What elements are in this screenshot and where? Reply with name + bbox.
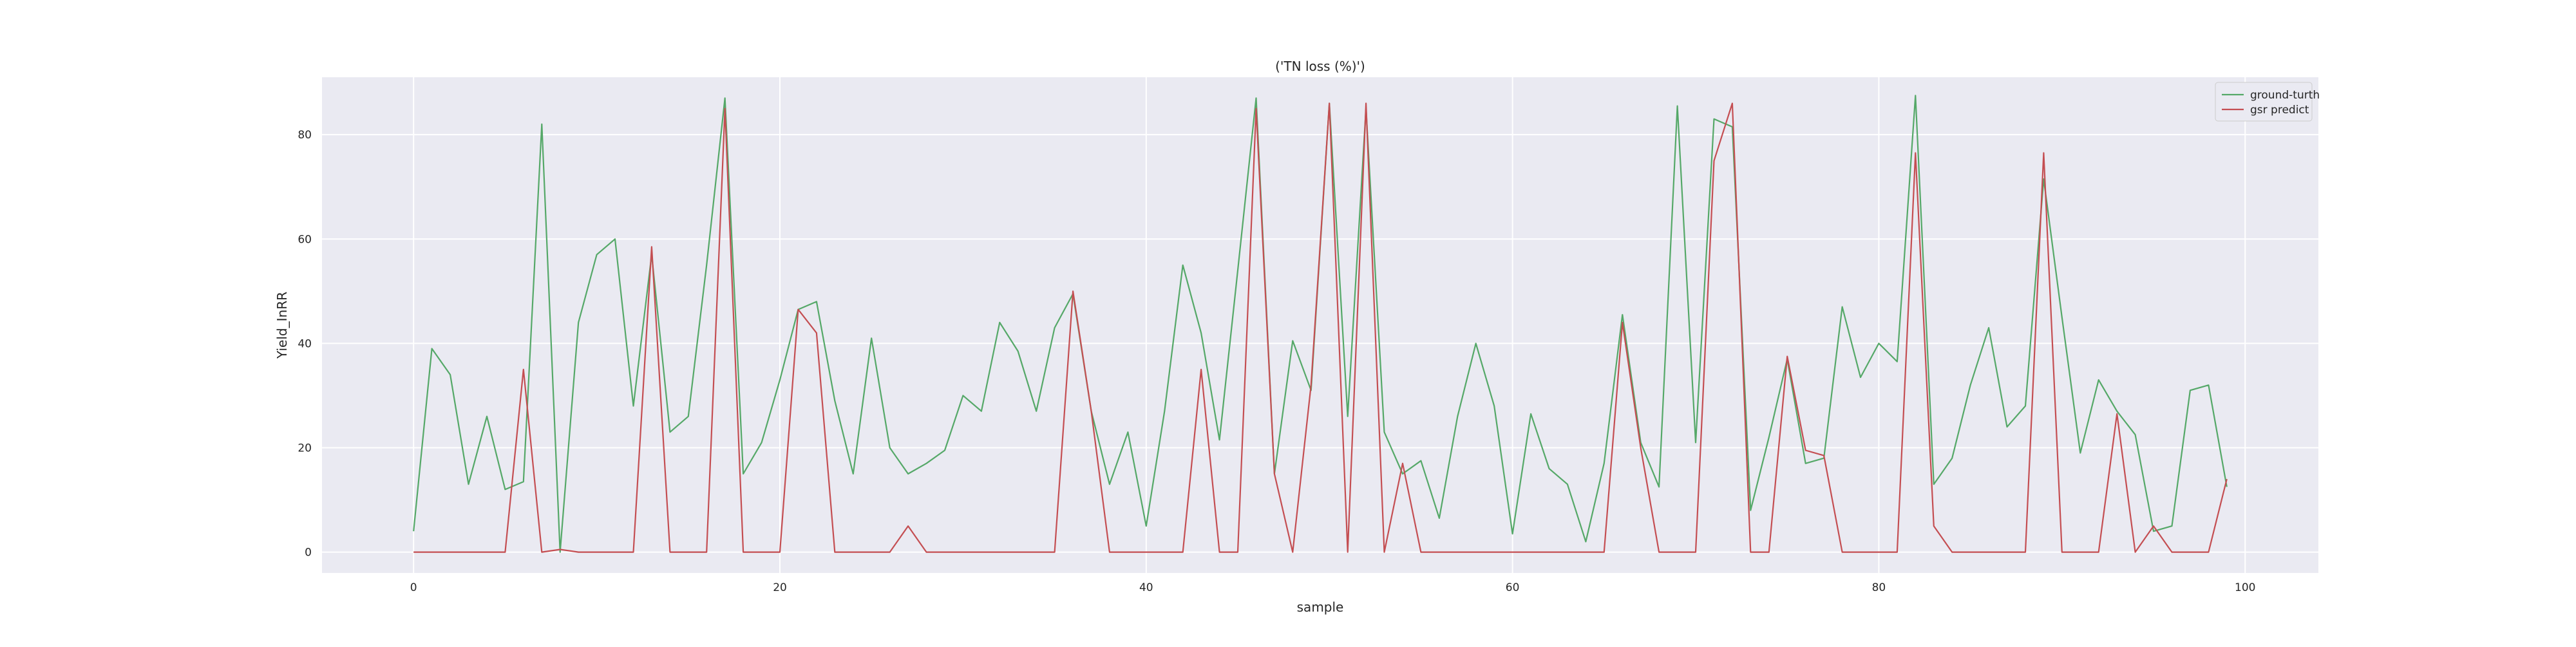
chart-title: ('TN loss (%)') bbox=[1275, 59, 1365, 74]
series-lines bbox=[413, 95, 2228, 553]
y-tick-label-40: 40 bbox=[298, 337, 312, 350]
legend: ground-turth gsr predict bbox=[2215, 82, 2320, 122]
legend-label-gsr-predict: gsr predict bbox=[2250, 104, 2309, 117]
x-tick-label-60: 60 bbox=[1506, 581, 1520, 594]
grid bbox=[322, 77, 2318, 573]
x-tick-label-80: 80 bbox=[1872, 581, 1886, 594]
x-axis-title: sample bbox=[1297, 599, 1344, 615]
y-tick-label-0: 0 bbox=[305, 547, 312, 559]
y-tick-label-60: 60 bbox=[298, 233, 312, 246]
y-axis-title: Yield_InRR bbox=[274, 292, 290, 359]
y-tick-label-20: 20 bbox=[298, 442, 312, 455]
y-tick-label-80: 80 bbox=[298, 129, 312, 142]
x-tick-label-20: 20 bbox=[773, 581, 787, 594]
tick-labels: 0 20 40 60 80 100 0 20 40 60 80 bbox=[298, 129, 2255, 594]
legend-box bbox=[2215, 82, 2313, 122]
x-tick-label-0: 0 bbox=[410, 581, 417, 594]
x-tick-label-40: 40 bbox=[1139, 581, 1153, 594]
legend-label-ground-turth: ground-turth bbox=[2250, 89, 2320, 102]
x-tick-label-100: 100 bbox=[2235, 581, 2255, 594]
series-line-gsr-predict bbox=[413, 102, 2228, 553]
plot-area bbox=[322, 77, 2318, 573]
